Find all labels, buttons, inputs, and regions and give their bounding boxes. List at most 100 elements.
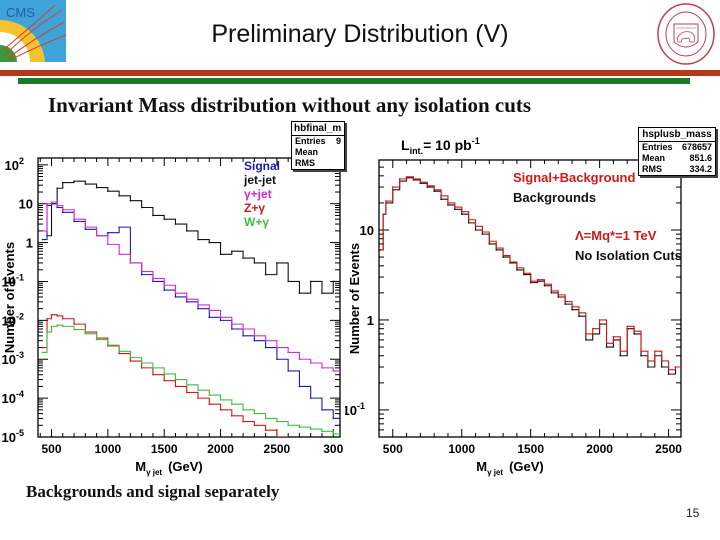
data-point (140, 367, 143, 369)
data-point (61, 317, 64, 320)
data-point (163, 289, 166, 291)
cms-logo: CMS (0, 0, 67, 63)
x-tick-label: 2500 (264, 442, 291, 456)
slide-subtitle: Invariant Mass distribution without any … (48, 93, 532, 117)
data-point (633, 330, 635, 333)
data-point (140, 273, 143, 276)
data-point (253, 424, 256, 427)
data-point (298, 358, 301, 361)
data-point (208, 309, 211, 312)
data-point (242, 328, 244, 330)
data-point (640, 350, 642, 352)
legend-entry: Z+γ (244, 201, 265, 215)
data-point (321, 430, 323, 433)
data-point (163, 218, 166, 220)
data-point (433, 190, 435, 192)
data-point (208, 241, 211, 244)
data-point (640, 354, 642, 357)
data-point (118, 352, 120, 355)
data-point (46, 202, 48, 205)
data-point (219, 319, 222, 322)
data-point (481, 233, 484, 235)
stats-value: 851.6 (689, 153, 712, 163)
y-tick-label: 10-1 (2, 272, 24, 289)
data-point (152, 214, 154, 217)
y-tick-label: 10 (19, 197, 33, 212)
stats-row-mean: Mean 851.6 (639, 153, 715, 164)
data-point (140, 362, 143, 364)
data-point (41, 230, 44, 232)
data-point (197, 389, 199, 391)
plot-frame (378, 159, 682, 438)
data-point (242, 409, 244, 411)
y-tick-label: 102 (5, 156, 24, 173)
data-point (440, 198, 442, 200)
stats-box-title: hbfinal_m (292, 122, 344, 136)
data-point (107, 190, 109, 192)
data-point (529, 281, 532, 284)
data-point (231, 328, 233, 330)
data-point (242, 335, 244, 337)
data-point (382, 213, 384, 215)
data-point (73, 220, 75, 223)
data-point (287, 280, 289, 283)
data-point (219, 409, 222, 411)
data-point (605, 346, 608, 348)
stats-box-left: hbfinal_m Entries 9 Mean RMS (291, 121, 345, 170)
data-point (298, 426, 301, 428)
data-point (287, 351, 289, 354)
data-point (433, 188, 435, 191)
data-point (152, 277, 154, 280)
legend-entry: W+γ (244, 215, 269, 229)
legend-entry: Signal (244, 159, 280, 173)
data-point (460, 213, 463, 215)
data-point (564, 303, 566, 305)
x-tick-label: 300 (323, 442, 343, 456)
data-point (174, 223, 177, 225)
stats-label: Entries (642, 142, 673, 152)
data-point (633, 333, 635, 335)
header-rule-top (0, 70, 720, 76)
data-point (253, 335, 256, 337)
x-tick-label: 2000 (207, 442, 234, 456)
data-point (585, 333, 587, 335)
data-point (309, 280, 312, 283)
data-point (447, 202, 449, 204)
series-group (41, 180, 340, 437)
data-point (129, 262, 132, 264)
data-point (73, 328, 75, 331)
y-tick-label: 10-4 (2, 389, 24, 406)
data-point (619, 350, 622, 352)
data-point (140, 206, 143, 209)
data-point (578, 312, 580, 314)
data-point (276, 420, 278, 423)
data-point (208, 403, 211, 405)
data-point (174, 385, 177, 388)
data-point (129, 360, 132, 362)
chart-separate-distributions: 500 1000 1500 2000 2500 300 102 10 1 10-1 10-2 10-3… (2, 156, 344, 477)
data-point (298, 292, 301, 294)
data-point (50, 325, 53, 328)
x-tick-label: 2000 (586, 442, 613, 456)
data-point (56, 315, 58, 317)
data-point (73, 323, 75, 325)
data-point (118, 194, 120, 197)
data-point (543, 283, 546, 285)
legend-entry: Signal+Background (513, 170, 635, 185)
data-point (276, 346, 278, 349)
data-point (56, 206, 58, 209)
data-point (185, 298, 188, 301)
data-point (219, 253, 222, 256)
data-point (264, 346, 267, 349)
stats-row-entries: Entries 678657 (639, 142, 715, 153)
data-point (41, 346, 44, 349)
data-point (667, 368, 670, 371)
data-point (174, 378, 177, 381)
stats-value: 9 (335, 136, 341, 146)
data-point (426, 184, 429, 187)
series-line-jet-jet (47, 180, 340, 294)
data-point (264, 273, 267, 276)
stats-row-mean: Mean (292, 147, 344, 158)
data-point (152, 373, 154, 376)
data-point (419, 182, 422, 185)
